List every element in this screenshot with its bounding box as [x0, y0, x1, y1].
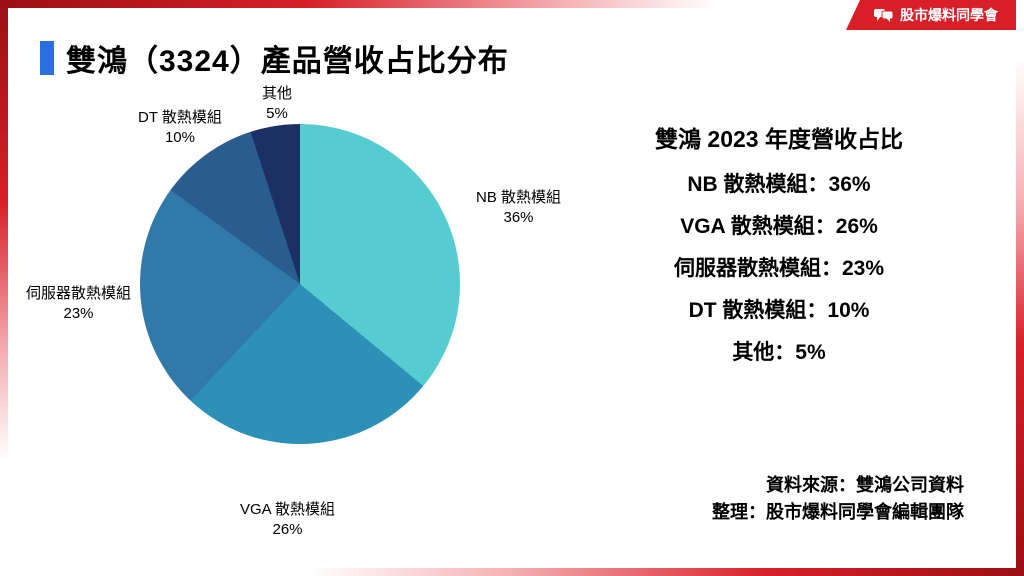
summary-line: NB 散熱模組：36%: [594, 168, 964, 198]
source-block: 資料來源：雙鴻公司資料 整理：股市爆料同學會編輯團隊: [712, 472, 964, 526]
summary-line: VGA 散熱模組：26%: [594, 210, 964, 240]
page-title-row: 雙鴻（3324）產品營收占比分布: [40, 36, 509, 80]
slice-pct: 5%: [266, 105, 288, 122]
pie-chart: [140, 124, 460, 444]
slice-name: DT 散熱模組: [138, 109, 222, 126]
source-line-1: 資料來源：雙鴻公司資料: [712, 472, 964, 499]
pie-slice-label: 其他 5%: [262, 84, 292, 123]
summary-line: DT 散熱模組：10%: [594, 294, 964, 324]
slice-pct: 26%: [273, 521, 303, 538]
pie-slice-label: 伺服器散熱模組 23%: [26, 284, 131, 323]
slice-name: 伺服器散熱模組: [26, 285, 131, 302]
summary-heading: 雙鴻 2023 年度營收占比: [594, 120, 964, 154]
pie-chart-area: NB 散熱模組 36% VGA 散熱模組 26% 伺服器散熱模組 23% DT 散熱模組 10…: [20, 82, 560, 542]
slice-name: NB 散熱模組: [476, 189, 561, 206]
slice-pct: 10%: [165, 129, 195, 146]
summary-line: 其他：5%: [594, 336, 964, 366]
page-title: 雙鴻（3324）產品營收占比分布: [66, 36, 509, 80]
title-accent-bar: [40, 41, 54, 75]
slice-name: 其他: [262, 85, 292, 102]
pie-slice-label: NB 散熱模組 36%: [476, 188, 561, 227]
chat-bubbles-icon: [874, 8, 894, 22]
frame-border-bottom: [0, 568, 1024, 576]
summary-line: 伺服器散熱模組：23%: [594, 252, 964, 282]
pie-slice-label: VGA 散熱模組 26%: [240, 500, 335, 539]
brand-tab: 股市爆料同學會: [846, 0, 1016, 30]
summary-panel: 雙鴻 2023 年度營收占比 NB 散熱模組：36% VGA 散熱模組：26% 伺服…: [594, 120, 964, 378]
slice-pct: 23%: [63, 305, 93, 322]
frame-border-right: [1016, 0, 1024, 576]
slice-name: VGA 散熱模組: [240, 501, 335, 518]
slice-pct: 36%: [503, 209, 533, 226]
pie-wrap: [140, 124, 460, 444]
source-line-2: 整理：股市爆料同學會編輯團隊: [712, 499, 964, 526]
brand-label: 股市爆料同學會: [900, 5, 998, 25]
frame-border-left: [0, 0, 8, 576]
pie-slice-label: DT 散熱模組 10%: [138, 108, 222, 147]
